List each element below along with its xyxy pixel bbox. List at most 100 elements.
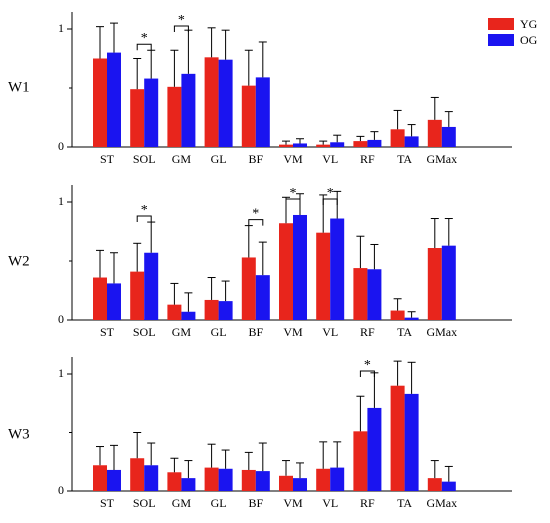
bar-og-st [107,52,121,147]
bar-og-vm [293,143,307,147]
significance-bracket [285,198,301,205]
bar-og-gm [181,73,196,147]
panel-w1: W1 0 1 ST SOL GM GL BF VM VL RF TA GMax * * [8,12,512,166]
legend: YG OG [488,17,538,47]
category-label-ta: TA [397,152,412,166]
category-label-rf: RF [360,496,375,510]
category-label-vm: VM [283,325,303,339]
category-label-bf: BF [248,325,263,339]
bar-og-gm [181,311,196,320]
bar-og-gm [181,478,196,491]
bar-yg-sol [130,271,145,320]
category-label-st: ST [100,496,115,510]
significance-star: * [178,13,185,28]
bar-yg-sol [130,89,145,147]
bar-og-rf [367,269,382,320]
category-label-gmax: GMax [426,152,457,166]
bar-og-gmax [441,245,456,320]
panel-w2: W2 0 1 ST SOL GM GL BF VM VL RF TA GMax * * * * [8,185,512,339]
bar-og-vm [293,478,307,491]
bar-yg-gmax [427,478,442,491]
bar-yg-gmax [427,119,442,147]
bar-og-vm [293,214,307,320]
panel-label: W1 [8,79,30,95]
category-label-st: ST [100,152,115,166]
bar-og-rf [367,407,382,491]
bar-yg-vm [279,144,293,147]
bar-og-bf [255,471,270,491]
bar-og-gl [218,59,233,147]
y-tick-label: 1 [58,194,64,208]
significance-star: * [252,207,259,222]
significance-bracket [136,215,152,223]
bar-og-ta [404,136,419,147]
bar-yg-rf [353,431,368,491]
category-label-gm: GM [172,152,192,166]
bar-yg-rf [353,141,368,147]
bar-og-sol [144,465,159,491]
bar-yg-bf [241,469,256,491]
bar-yg-sol [130,458,145,491]
category-label-gm: GM [172,325,192,339]
significance-bracket [136,43,152,51]
category-label-gm: GM [172,496,192,510]
bar-og-sol [144,252,159,320]
significance-bracket [248,219,264,226]
bar-yg-ta [390,129,405,147]
bar-og-st [107,283,121,320]
category-label-st: ST [100,325,115,339]
bar-yg-vm [279,475,293,491]
y-tick-label: 1 [58,366,64,380]
bar-yg-gm [167,86,182,147]
significance-star: * [141,31,148,46]
category-label-gmax: GMax [426,496,457,510]
bar-yg-st [93,465,107,491]
bar-yg-rf [353,268,368,320]
bar-yg-gl [204,57,219,147]
bar-og-gmax [441,126,456,147]
bar-yg-vl [316,468,331,491]
category-label-bf: BF [248,496,263,510]
bar-yg-st [93,277,107,320]
bar-og-st [107,469,121,491]
significance-star: * [327,186,334,201]
bar-og-gmax [441,481,456,491]
bar-yg-ta [390,310,405,320]
bar-og-rf [367,139,382,147]
panel-label: W3 [8,426,30,442]
legend-swatch-yg [488,18,514,30]
bar-yg-gl [204,467,219,491]
bar-yg-vl [316,144,331,147]
category-label-vl: VL [322,152,338,166]
panel-w3: W3 0 1 ST SOL GM GL BF VM VL RF TA GMax * [8,357,512,510]
bar-yg-gm [167,304,182,320]
bar-yg-bf [241,85,256,147]
legend-label-yg: YG [520,17,538,31]
bar-yg-vm [279,223,293,320]
significance-bracket [322,198,338,205]
category-label-sol: SOL [133,152,156,166]
category-label-gl: GL [211,152,227,166]
panel-label: W2 [8,253,30,269]
category-label-bf: BF [248,152,263,166]
bar-og-vl [330,142,345,147]
category-label-ta: TA [397,325,412,339]
category-label-vm: VM [283,496,303,510]
category-label-vl: VL [322,325,338,339]
bar-yg-st [93,58,107,147]
bar-og-vl [330,218,345,320]
bar-og-bf [255,77,270,147]
significance-star: * [364,358,371,373]
bar-yg-gm [167,472,182,491]
significance-bracket [359,370,375,377]
category-label-vm: VM [283,152,303,166]
bar-yg-vl [316,232,331,320]
bar-og-ta [404,393,419,491]
bar-yg-gmax [427,248,442,320]
category-label-vl: VL [322,496,338,510]
category-label-gl: GL [211,496,227,510]
significance-star: * [141,203,148,218]
y-tick-label: 1 [58,21,64,35]
y-tick-label: 0 [58,483,64,497]
